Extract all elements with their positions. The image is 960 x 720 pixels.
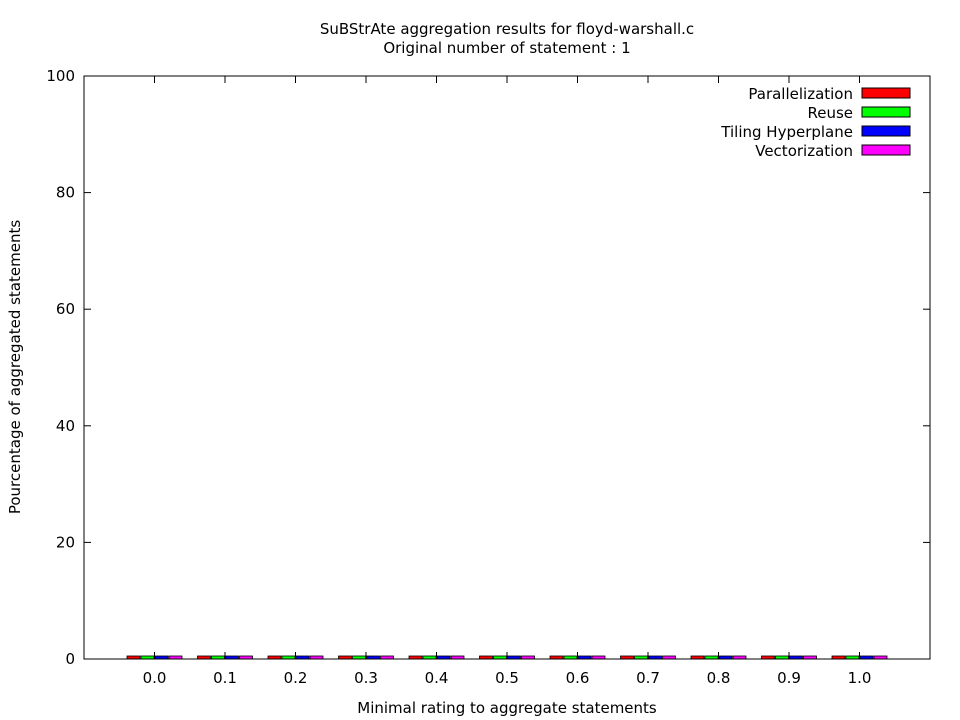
legend-swatch [861,87,911,99]
x-tick-label: 0.0 [143,669,167,687]
bars-layer [126,655,888,660]
x-tick-label: 0.5 [495,669,519,687]
legend-label: Reuse [807,104,853,122]
x-tick-label: 0.1 [213,669,237,687]
y-tick-label: 20 [56,533,75,551]
legend-swatch [861,125,911,137]
chart-subtitle: Original number of statement : 1 [383,39,630,57]
x-tick-label: 0.2 [284,669,308,687]
x-tick-label: 0.3 [354,669,378,687]
x-tick-label: 0.9 [777,669,801,687]
x-tick-label: 1.0 [848,669,872,687]
legend-label: Parallelization [748,85,853,103]
y-tick-label: 80 [56,184,75,202]
legend-swatch [861,144,911,156]
legend-swatch [861,106,911,118]
y-tick-label: 0 [65,650,75,668]
x-tick-label: 0.7 [636,669,660,687]
legend-label: Tiling Hyperplane [720,123,853,141]
legend-label: Vectorization [755,142,853,160]
y-tick-label: 60 [56,300,75,318]
x-axis-label: Minimal rating to aggregate statements [357,699,657,717]
axes-layer: 0 20 40 60 80 100 0.0 0.1 0.2 0.3 0.4 0.5 0.6 0.7 0.8 0… [46,67,931,687]
plot-frame [83,75,931,660]
x-tick-label: 0.8 [707,669,731,687]
x-tick-label: 0.6 [566,669,590,687]
y-axis-label: Pourcentage of aggregated statements [6,220,24,514]
x-tick-label: 0.4 [425,669,449,687]
y-tick-label: 40 [56,417,75,435]
chart-title: SuBStrAte aggregation results for floyd-… [320,20,694,38]
y-tick-label: 100 [46,67,75,85]
